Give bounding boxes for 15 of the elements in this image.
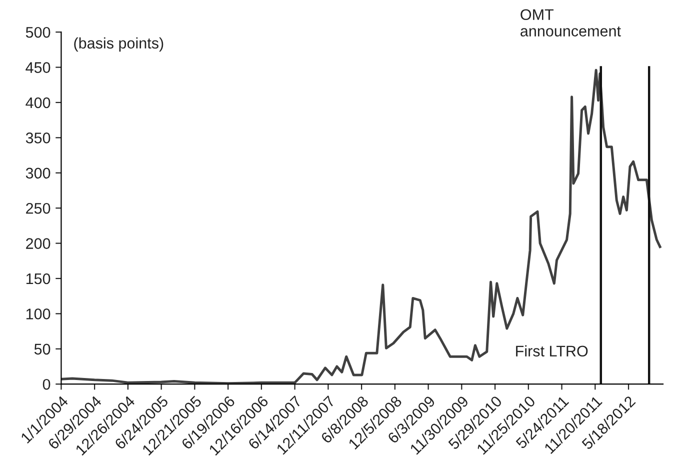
y-tick-label: 100 (26, 308, 50, 320)
y-tick-label: 300 (26, 168, 50, 179)
y-tick-label: 200 (26, 238, 50, 249)
y-tick-label: 450 (26, 62, 50, 73)
y-tick-label: 250 (26, 202, 50, 214)
y-tick-label: 0 (42, 378, 50, 390)
y-tick-label: 150 (26, 273, 50, 284)
line-series (61, 68, 662, 384)
y-tick-label: 50 (34, 344, 50, 355)
annotation: First LTRO (516, 345, 588, 357)
y-tick-label: 500 (26, 26, 50, 38)
y-tick-label: 400 (26, 97, 50, 108)
y-axis-title: (basis points) (74, 37, 164, 52)
annotation: OMT announcement (520, 9, 621, 36)
y-tick-label: 350 (26, 132, 50, 144)
